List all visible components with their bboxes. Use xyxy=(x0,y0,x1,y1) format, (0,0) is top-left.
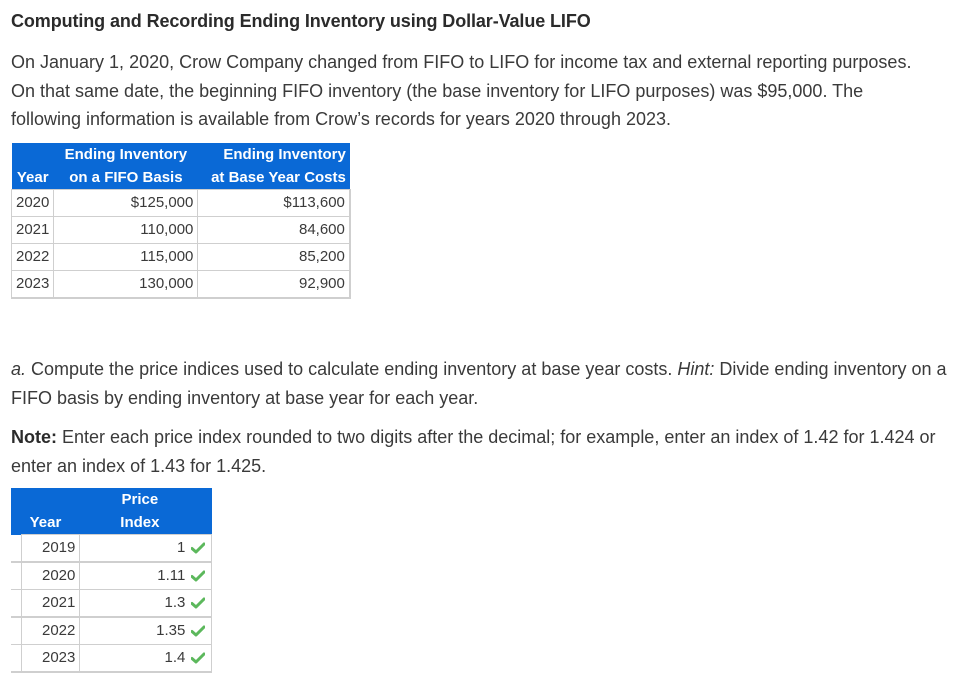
row-fifo-value: 130,000 xyxy=(53,270,199,299)
row-base-value: 92,900 xyxy=(197,270,351,299)
row-fifo-value: 115,000 xyxy=(53,243,199,271)
header-fifo: Ending Inventory on a FIFO Basis xyxy=(53,143,198,190)
question-a-text: Compute the price indices used to calcul… xyxy=(26,359,678,379)
note-text: Enter each price index rounded to two di… xyxy=(11,427,936,476)
table-row: 2022 1.35 xyxy=(11,616,213,645)
hint-label: Hint: xyxy=(677,359,715,379)
row-spacer xyxy=(11,589,22,618)
row-year: 2019 xyxy=(20,534,81,563)
header-fifo-line2: on a FIFO Basis xyxy=(69,169,183,186)
note-paragraph: Note: Enter each price index rounded to … xyxy=(11,423,951,480)
table-row: 2022 115,000 85,200 xyxy=(10,243,351,271)
header-fifo-line1: Ending Inventory xyxy=(64,146,188,163)
header-base: Ending Inventory at Base Year Costs xyxy=(197,143,350,190)
price-index-cell: 1 xyxy=(79,534,213,563)
row-spacer xyxy=(11,644,22,673)
row-year: 2021 xyxy=(10,216,55,244)
check-icon xyxy=(191,625,207,637)
table-row: 2021 110,000 84,600 xyxy=(10,216,351,244)
price-index-cell: 1.4 xyxy=(79,644,213,673)
row-fifo-value: 110,000 xyxy=(53,216,199,244)
header-year-label: Year xyxy=(29,514,62,531)
price-index-cell: 1.3 xyxy=(79,589,213,618)
price-index-input[interactable]: 1.3 xyxy=(164,594,186,611)
price-index-input[interactable]: 1.35 xyxy=(156,622,186,639)
price-index-cell: 1.11 xyxy=(79,561,213,590)
price-index-input[interactable]: 1.4 xyxy=(164,649,186,666)
row-year: 2020 xyxy=(20,561,81,590)
row-spacer xyxy=(11,617,22,645)
header-index-line1: Price xyxy=(121,491,159,508)
table-row: 2023 1.4 xyxy=(11,644,213,673)
header-base-line2: at Base Year Costs xyxy=(211,169,346,186)
header-price-index: Price Index xyxy=(79,488,212,535)
table-row: 2020 $125,000 $113,600 xyxy=(10,189,351,217)
hint-text: Divide ending inventory on a FIFO basis … xyxy=(11,359,947,408)
table-row: 2023 130,000 92,900 xyxy=(10,270,351,299)
row-year: 2022 xyxy=(10,243,55,271)
row-base-value: 84,600 xyxy=(197,216,351,244)
inventory-table-header: Year Ending Inventory on a FIFO Basis En… xyxy=(11,143,350,190)
price-index-table: Year Price Index 2019 1 2020 1.11 2021 xyxy=(11,488,213,673)
page-title: Computing and Recording Ending Inventory… xyxy=(11,11,591,31)
price-index-input[interactable]: 1.11 xyxy=(157,567,186,584)
table-row: 2021 1.3 xyxy=(11,589,213,618)
row-base-value: 85,200 xyxy=(197,243,351,271)
row-year: 2022 xyxy=(20,616,81,645)
header-year: Year xyxy=(11,488,80,535)
inventory-table: Year Ending Inventory on a FIFO Basis En… xyxy=(10,143,351,299)
question-a-prefix: a. xyxy=(11,359,27,379)
row-spacer xyxy=(11,534,22,563)
price-index-cell: 1.35 xyxy=(79,616,213,645)
header-year: Year xyxy=(11,143,54,190)
row-year: 2023 xyxy=(10,270,55,299)
check-icon xyxy=(191,570,207,582)
intro-paragraph: On January 1, 2020, Crow Company changed… xyxy=(11,52,912,129)
row-year: 2021 xyxy=(20,589,81,618)
table-row: 2020 1.11 xyxy=(11,561,213,590)
header-index-line2: Index xyxy=(120,514,160,531)
header-base-line1: Ending Inventory xyxy=(223,146,346,163)
check-icon xyxy=(191,542,207,554)
question-a: a. Compute the price indices used to cal… xyxy=(11,355,951,412)
price-index-header: Year Price Index xyxy=(11,488,212,535)
note-label: Note: xyxy=(11,427,57,447)
price-index-input[interactable]: 1 xyxy=(177,539,186,556)
header-year-label: Year xyxy=(16,169,49,186)
row-fifo-value: $125,000 xyxy=(53,189,199,217)
check-icon xyxy=(191,652,207,664)
check-icon xyxy=(191,597,207,609)
row-year: 2023 xyxy=(20,644,81,673)
row-base-value: $113,600 xyxy=(197,189,351,217)
table-row: 2019 1 xyxy=(11,534,213,563)
row-spacer xyxy=(11,562,22,590)
row-year: 2020 xyxy=(10,189,55,217)
